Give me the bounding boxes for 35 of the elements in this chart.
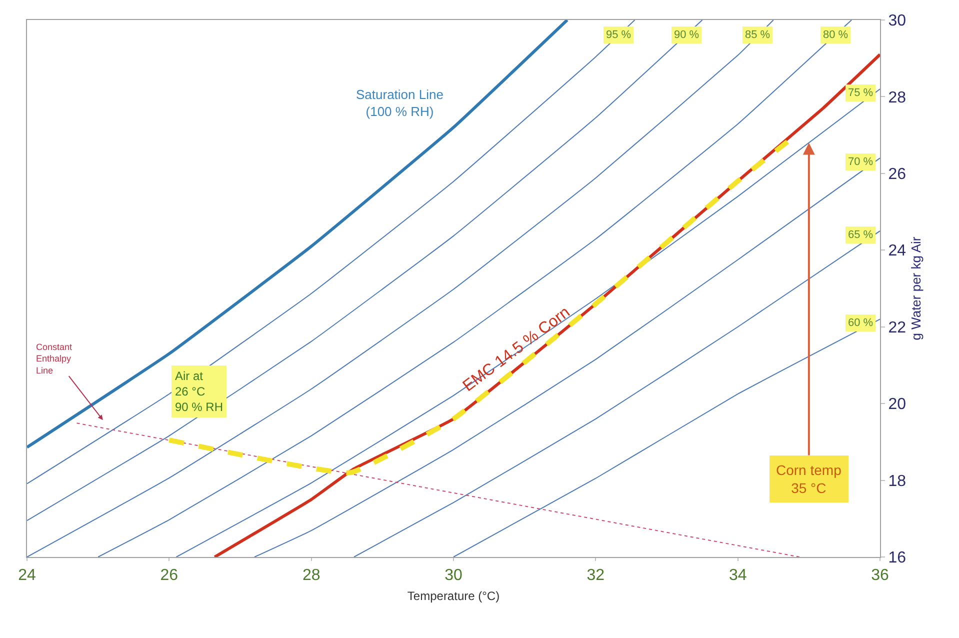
y-tick-label: 30 bbox=[888, 12, 906, 30]
x-axis-title: Temperature (°C) bbox=[407, 589, 500, 604]
y-tick-label: 24 bbox=[888, 242, 906, 260]
series-label: 75 % bbox=[848, 87, 874, 99]
x-tick-label: 32 bbox=[586, 567, 605, 584]
annotation: Saturation Line (100 % RH) bbox=[356, 87, 444, 119]
x-tick-label: 28 bbox=[302, 567, 320, 584]
y-tick-label: 18 bbox=[888, 472, 906, 490]
series-label: 60 % bbox=[848, 317, 874, 329]
line-series bbox=[254, 158, 880, 557]
y-tick-label: 28 bbox=[888, 89, 906, 106]
line-series bbox=[27, 20, 636, 484]
series-label: 85 % bbox=[745, 29, 770, 41]
x-tick-label: 30 bbox=[444, 567, 462, 584]
annotation: Constant Enthalpy Line bbox=[36, 342, 73, 376]
x-tick-label: 24 bbox=[18, 567, 36, 584]
y-tick-label: 26 bbox=[888, 166, 906, 184]
line-series bbox=[27, 20, 774, 557]
y-tick-label: 22 bbox=[888, 319, 906, 336]
x-tick-label: 26 bbox=[160, 567, 178, 584]
series-label: 90 % bbox=[674, 29, 700, 41]
series-label: 95 % bbox=[606, 29, 632, 41]
y-tick-label: 16 bbox=[888, 550, 906, 567]
line-series bbox=[27, 20, 569, 449]
series-label: 65 % bbox=[848, 229, 874, 241]
y-axis-title: g Water per kg Air bbox=[908, 236, 924, 340]
annotation: Corn temp 35 °C bbox=[776, 462, 842, 496]
x-tick-label: 36 bbox=[871, 567, 889, 584]
x-tick-label: 34 bbox=[728, 567, 747, 584]
y-tick-label: 20 bbox=[888, 396, 906, 414]
line-series bbox=[27, 20, 703, 522]
series-label: 70 % bbox=[848, 156, 874, 168]
annotation: Air at 26 °C 90 % RH bbox=[175, 369, 224, 414]
series-label: 80 % bbox=[823, 29, 848, 41]
line-series bbox=[353, 230, 880, 557]
